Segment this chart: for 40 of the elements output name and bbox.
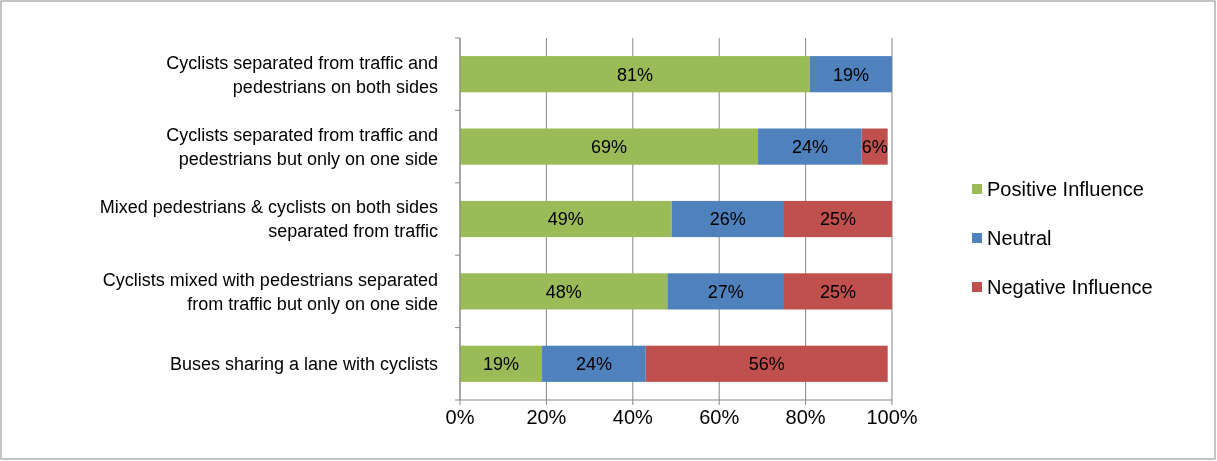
x-tick-label: 0% bbox=[445, 406, 475, 428]
bar bbox=[758, 128, 862, 165]
data-label: 6% bbox=[861, 136, 888, 157]
data-label: 48% bbox=[545, 281, 582, 302]
x-tick-label: 60% bbox=[699, 406, 740, 428]
bar bbox=[784, 273, 892, 310]
bar bbox=[809, 56, 892, 93]
y-tick-label: Buses sharing a lane with cyclists bbox=[169, 354, 438, 375]
x-tick-label: 40% bbox=[612, 406, 654, 428]
data-label: 19% bbox=[832, 64, 869, 85]
data-label: 25% bbox=[819, 281, 857, 302]
y-tick-label: Cyclists separated from traffic and pedestrians on both sides bbox=[166, 52, 438, 97]
bar bbox=[460, 273, 668, 310]
bar bbox=[460, 56, 810, 93]
bar bbox=[542, 345, 646, 382]
bar bbox=[667, 273, 784, 310]
data-label: 27% bbox=[707, 281, 744, 302]
y-tick-label: Cyclists separated from traffic and pedestrians but only on one side bbox=[166, 124, 438, 169]
data-label: 25% bbox=[819, 209, 857, 230]
data-label: 49% bbox=[547, 209, 584, 230]
data-label: 69% bbox=[591, 136, 628, 157]
legend-label: Negative Influence bbox=[987, 276, 1153, 298]
bar bbox=[671, 200, 784, 238]
bar bbox=[460, 128, 759, 165]
y-tick-label: Mixed pedestrians & cyclists on both sides separated from traffic bbox=[99, 197, 438, 242]
data-label: 26% bbox=[709, 209, 746, 230]
data-label: 24% bbox=[791, 136, 828, 157]
y-tick-label: Cyclists mixed with pedestrians separated from traffic but only on one side bbox=[102, 269, 438, 314]
bar bbox=[784, 200, 892, 238]
data-label: 19% bbox=[483, 354, 520, 375]
x-tick-label: 20% bbox=[526, 406, 567, 428]
x-tick-label: 80% bbox=[785, 406, 826, 428]
bar bbox=[645, 345, 888, 382]
data-label: 56% bbox=[748, 354, 785, 375]
x-tick-label: 100% bbox=[866, 406, 918, 428]
legend-label: Positive Influence bbox=[987, 178, 1144, 200]
bar bbox=[460, 200, 672, 238]
legend-label: Neutral bbox=[987, 227, 1052, 249]
data-label: 24% bbox=[575, 354, 612, 375]
data-label: 81% bbox=[616, 64, 653, 85]
